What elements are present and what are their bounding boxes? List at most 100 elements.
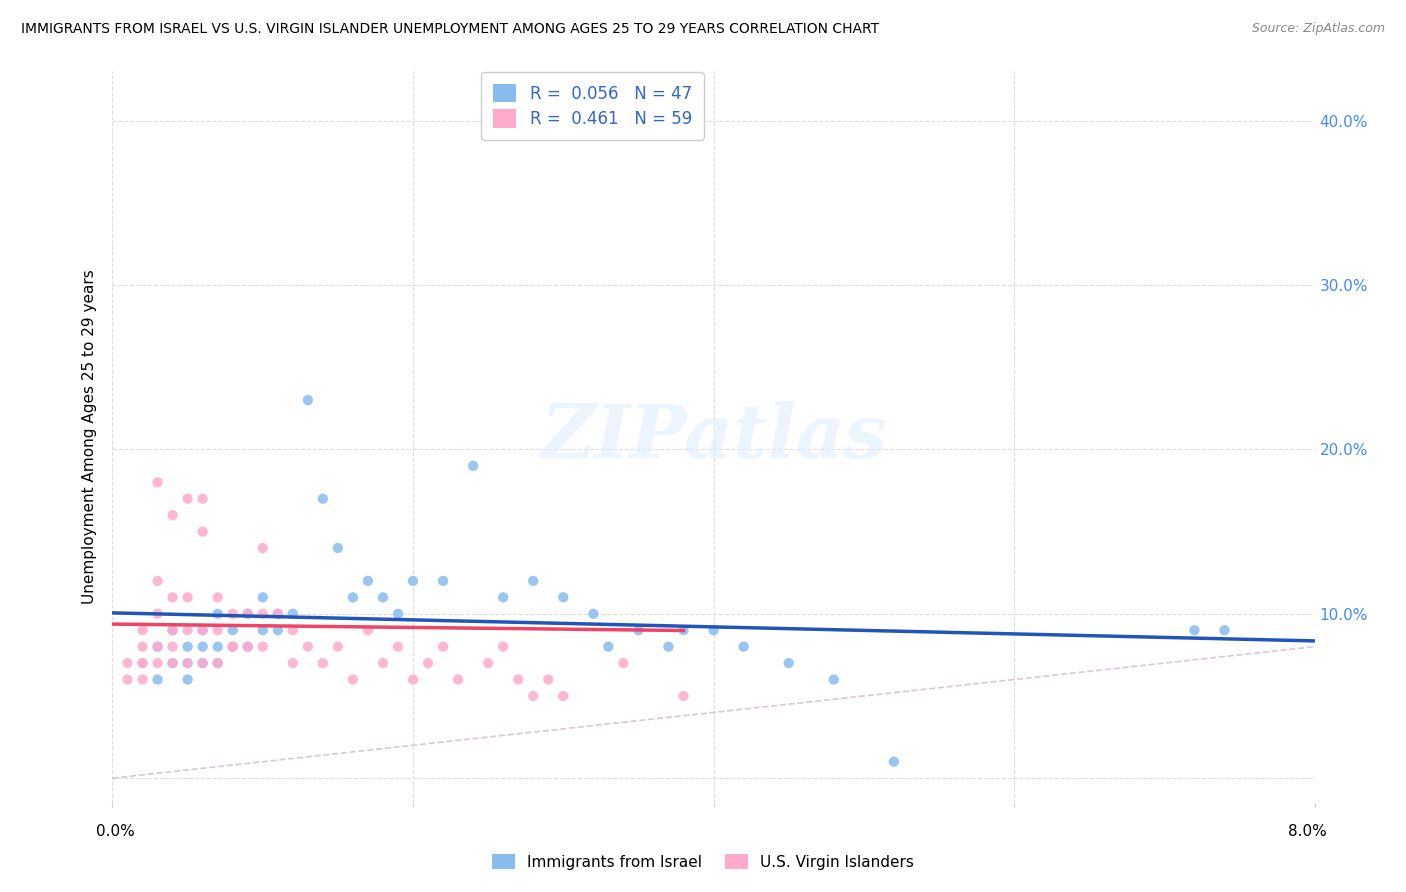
Point <box>222 640 245 654</box>
Point <box>191 656 214 670</box>
Point <box>191 624 214 638</box>
Point <box>236 607 259 621</box>
Point <box>1182 624 1205 638</box>
Point <box>117 656 139 670</box>
Text: IMMIGRANTS FROM ISRAEL VS U.S. VIRGIN ISLANDER UNEMPLOYMENT AMONG AGES 25 TO 29 : IMMIGRANTS FROM ISRAEL VS U.S. VIRGIN IS… <box>21 22 879 37</box>
Point <box>733 640 755 654</box>
Point <box>371 591 394 605</box>
Point <box>131 624 153 638</box>
Point <box>176 591 198 605</box>
Point <box>176 656 198 670</box>
Point <box>176 491 198 506</box>
Point <box>627 624 650 638</box>
Point <box>191 640 214 654</box>
Point <box>612 656 634 670</box>
Point <box>207 656 229 670</box>
Point <box>191 656 214 670</box>
Point <box>252 541 274 555</box>
Legend: R =  0.056   N = 47, R =  0.461   N = 59: R = 0.056 N = 47, R = 0.461 N = 59 <box>481 72 703 140</box>
Point <box>176 624 198 638</box>
Point <box>222 640 245 654</box>
Point <box>1213 624 1236 638</box>
Point <box>252 591 274 605</box>
Point <box>297 393 319 408</box>
Point <box>146 656 169 670</box>
Point <box>207 624 229 638</box>
Point <box>371 656 394 670</box>
Point <box>146 574 169 588</box>
Point <box>176 656 198 670</box>
Point <box>146 640 169 654</box>
Text: 0.0%: 0.0% <box>96 824 135 838</box>
Text: Source: ZipAtlas.com: Source: ZipAtlas.com <box>1251 22 1385 36</box>
Point <box>236 640 259 654</box>
Point <box>778 656 800 670</box>
Point <box>236 607 259 621</box>
Point <box>176 673 198 687</box>
Point <box>823 673 845 687</box>
Point <box>162 624 184 638</box>
Point <box>162 508 184 523</box>
Point <box>222 607 245 621</box>
Point <box>342 591 364 605</box>
Point <box>252 640 274 654</box>
Point <box>131 656 153 670</box>
Point <box>146 640 169 654</box>
Point <box>222 640 245 654</box>
Point <box>508 673 530 687</box>
Point <box>267 607 290 621</box>
Point <box>281 607 304 621</box>
Point <box>553 591 575 605</box>
Point <box>883 755 905 769</box>
Point <box>267 607 290 621</box>
Point <box>522 689 544 703</box>
Point <box>207 640 229 654</box>
Point <box>207 656 229 670</box>
Point <box>402 574 425 588</box>
Y-axis label: Unemployment Among Ages 25 to 29 years: Unemployment Among Ages 25 to 29 years <box>82 269 97 605</box>
Point <box>432 640 454 654</box>
Point <box>191 491 214 506</box>
Text: ZIPatlas: ZIPatlas <box>540 401 887 474</box>
Point <box>252 624 274 638</box>
Point <box>402 673 425 687</box>
Point <box>162 624 184 638</box>
Point <box>537 673 560 687</box>
Point <box>702 624 725 638</box>
Point <box>191 624 214 638</box>
Point <box>598 640 620 654</box>
Point <box>236 640 259 654</box>
Point <box>131 640 153 654</box>
Point <box>146 475 169 490</box>
Point <box>553 689 575 703</box>
Point <box>522 574 544 588</box>
Point <box>131 673 153 687</box>
Point <box>582 113 605 128</box>
Point <box>162 656 184 670</box>
Text: 8.0%: 8.0% <box>1288 824 1327 838</box>
Point <box>492 640 515 654</box>
Point <box>281 624 304 638</box>
Point <box>252 607 274 621</box>
Legend: Immigrants from Israel, U.S. Virgin Islanders: Immigrants from Israel, U.S. Virgin Isla… <box>484 846 922 877</box>
Point <box>162 640 184 654</box>
Point <box>461 458 484 473</box>
Point <box>281 656 304 670</box>
Point <box>222 624 245 638</box>
Point <box>326 541 349 555</box>
Point <box>297 640 319 654</box>
Point <box>357 624 380 638</box>
Point <box>416 656 439 670</box>
Point <box>191 524 214 539</box>
Point <box>657 640 679 654</box>
Point <box>672 689 695 703</box>
Point <box>342 673 364 687</box>
Point <box>176 640 198 654</box>
Point <box>312 491 335 506</box>
Point <box>312 656 335 670</box>
Point <box>672 624 695 638</box>
Point <box>477 656 499 670</box>
Point <box>146 607 169 621</box>
Point <box>326 640 349 654</box>
Point <box>387 607 409 621</box>
